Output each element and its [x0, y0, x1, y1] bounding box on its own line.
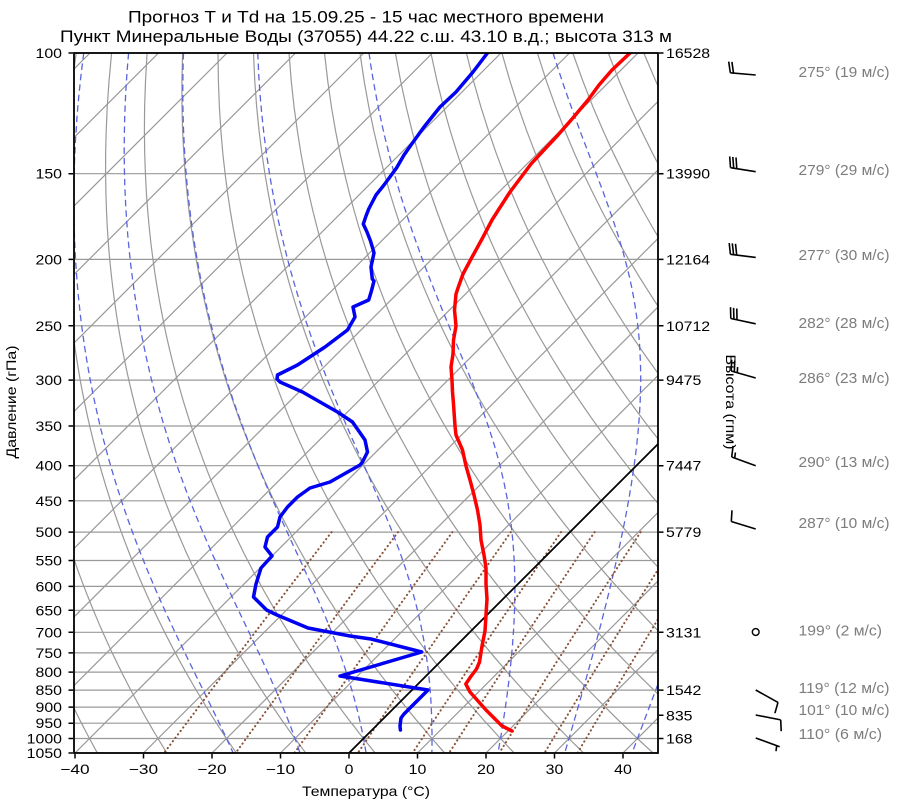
svg-text:13990: 13990 [666, 166, 710, 182]
svg-text:10: 10 [409, 761, 427, 777]
svg-text:279° (29 м/с): 279° (29 м/с) [799, 162, 890, 179]
svg-text:950: 950 [36, 715, 63, 731]
svg-text:282° (28 м/с): 282° (28 м/с) [799, 315, 890, 332]
svg-text:40: 40 [614, 761, 632, 777]
svg-text:286° (23 м/с): 286° (23 м/с) [799, 370, 890, 387]
svg-text:850: 850 [36, 682, 63, 698]
svg-text:450: 450 [36, 493, 63, 509]
svg-text:150: 150 [36, 166, 63, 182]
svg-text:500: 500 [36, 524, 63, 540]
svg-text:0: 0 [345, 761, 354, 777]
svg-text:30: 30 [546, 761, 564, 777]
svg-text:3131: 3131 [666, 624, 702, 640]
svg-text:300: 300 [36, 372, 63, 388]
svg-text:290° (13 м/с): 290° (13 м/с) [799, 454, 890, 471]
svg-text:350: 350 [36, 418, 63, 434]
svg-text:12164: 12164 [666, 251, 710, 267]
svg-text:400: 400 [36, 458, 63, 474]
svg-text:1050: 1050 [27, 745, 63, 761]
svg-text:1542: 1542 [666, 682, 702, 698]
svg-text:10712: 10712 [666, 318, 710, 334]
svg-text:16528: 16528 [666, 45, 710, 61]
svg-text:Пункт Минеральные Воды (37055): Пункт Минеральные Воды (37055) 44.22 с.ш… [60, 27, 672, 46]
svg-text:1000: 1000 [27, 731, 63, 747]
svg-text:277° (30 м/с): 277° (30 м/с) [799, 247, 890, 264]
svg-text:119° (12 м/с): 119° (12 м/с) [799, 680, 890, 697]
svg-text:9475: 9475 [666, 372, 702, 388]
svg-text:110° (6 м/с): 110° (6 м/с) [799, 726, 883, 743]
svg-text:800: 800 [36, 664, 63, 680]
svg-text:700: 700 [36, 624, 63, 640]
svg-text:199° (2 м/с): 199° (2 м/с) [799, 623, 883, 640]
svg-text:200: 200 [36, 251, 63, 267]
svg-text:275° (19 м/с): 275° (19 м/с) [799, 64, 890, 81]
svg-text:Высота (гпм): Высота (гпм) [723, 355, 739, 450]
svg-text:550: 550 [36, 553, 63, 569]
svg-text:250: 250 [36, 318, 63, 334]
svg-text:Температура (°C): Температура (°C) [302, 783, 430, 799]
svg-text:900: 900 [36, 699, 63, 715]
svg-text:Давление (гПа): Давление (гПа) [3, 346, 19, 459]
svg-text:650: 650 [36, 602, 63, 618]
svg-text:287° (10 м/с): 287° (10 м/с) [799, 515, 890, 532]
svg-text:7447: 7447 [666, 458, 702, 474]
svg-text:835: 835 [666, 707, 693, 723]
svg-text:5779: 5779 [666, 524, 702, 540]
svg-text:100: 100 [36, 45, 63, 61]
svg-text:101° (10 м/с): 101° (10 м/с) [799, 702, 890, 719]
svg-text:−10: −10 [266, 761, 296, 777]
svg-text:−20: −20 [197, 761, 227, 777]
svg-text:168: 168 [666, 731, 693, 747]
svg-text:−30: −30 [129, 761, 159, 777]
svg-text:20: 20 [477, 761, 495, 777]
svg-text:750: 750 [36, 645, 63, 661]
svg-text:Прогноз Т и Td на 15.09.25 - 1: Прогноз Т и Td на 15.09.25 - 15 час мест… [128, 8, 604, 27]
svg-text:600: 600 [36, 578, 63, 594]
svg-text:−40: −40 [60, 761, 90, 777]
